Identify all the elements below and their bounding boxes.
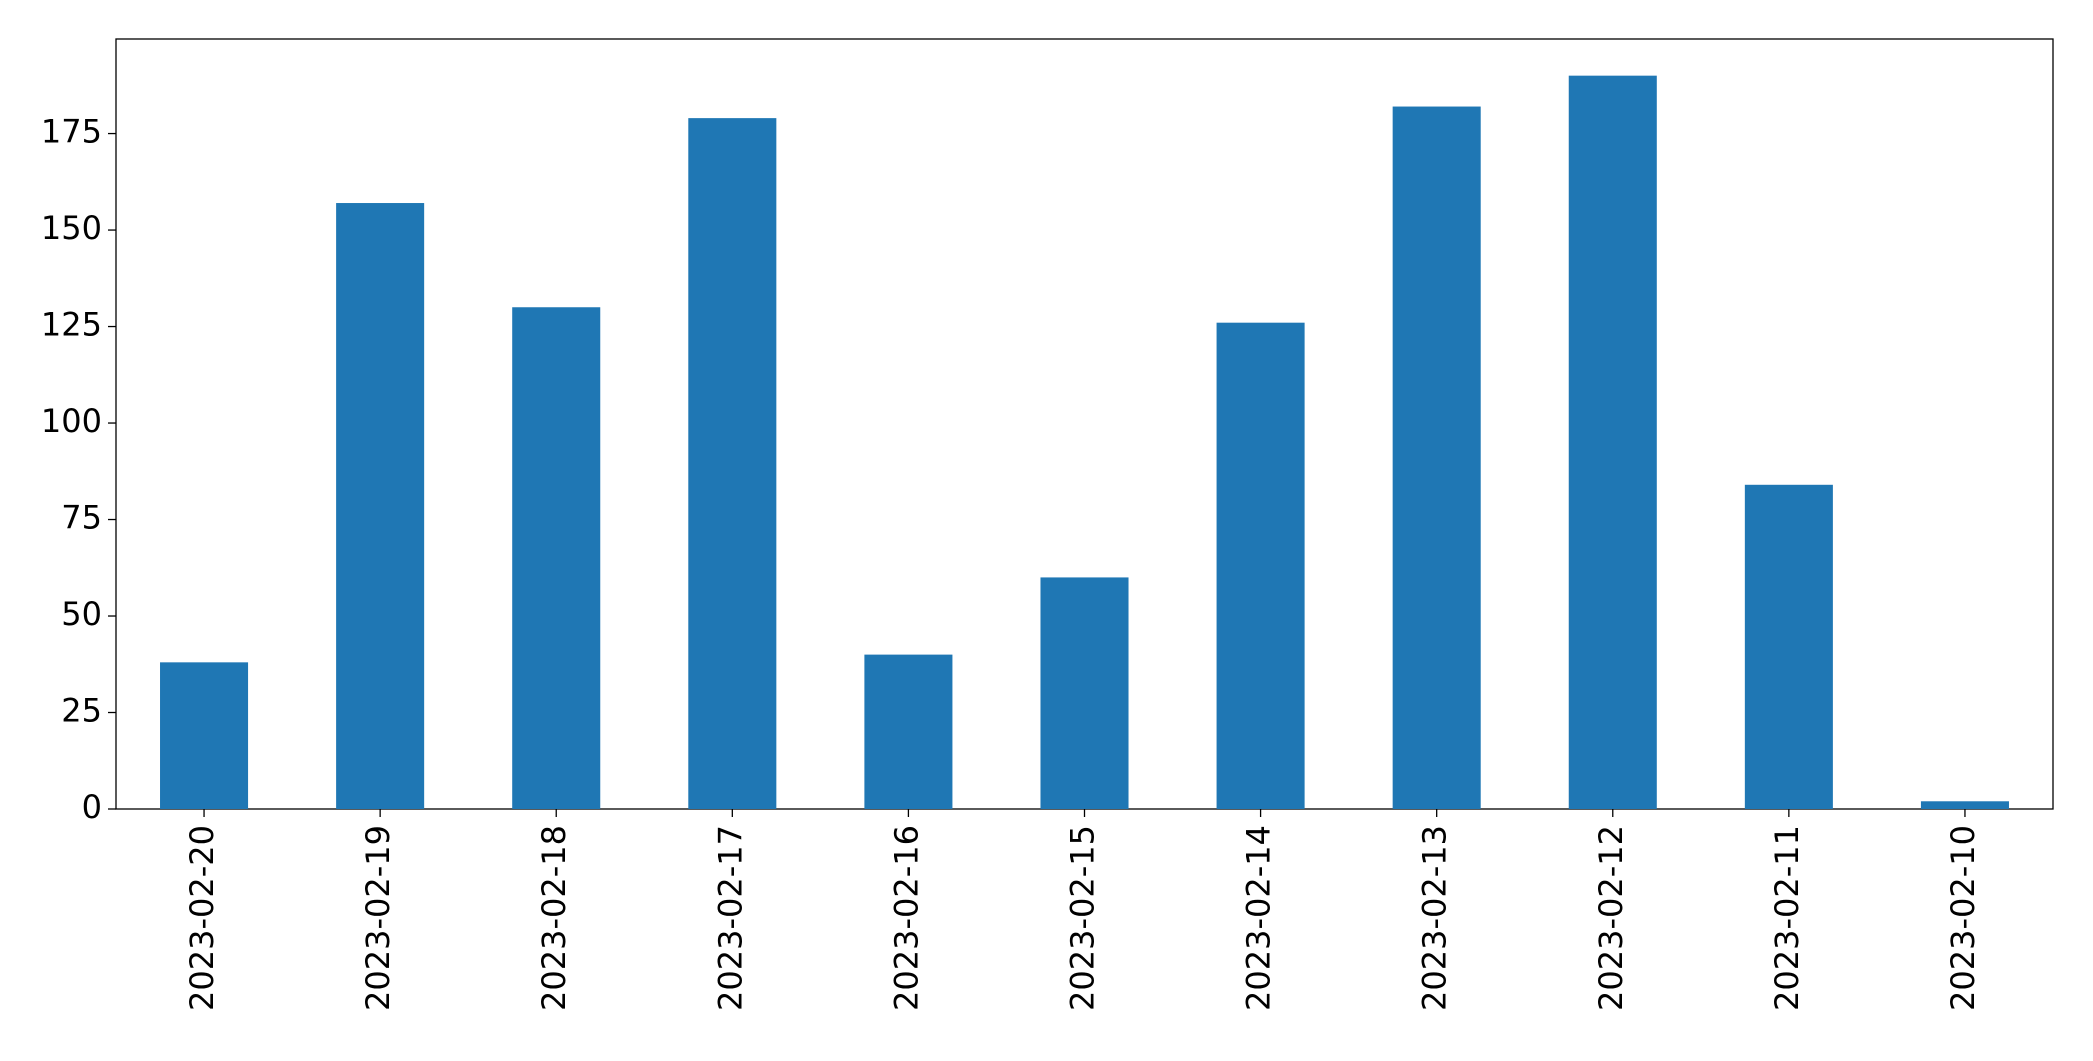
bar: [688, 118, 777, 810]
bar: [336, 203, 425, 809]
x-tick-label: 2023-02-13: [1416, 825, 1454, 1011]
x-tick-label: 2023-02-14: [1240, 825, 1278, 1011]
y-tick-label: 100: [41, 402, 102, 440]
y-tick-label: 150: [41, 209, 102, 247]
x-tick-label: 2023-02-18: [535, 825, 573, 1011]
bar: [160, 662, 249, 809]
bar: [1920, 801, 2009, 809]
x-tick-label: 2023-02-17: [711, 825, 749, 1011]
y-tick-label: 75: [61, 499, 102, 537]
x-tick-label: 2023-02-11: [1768, 825, 1806, 1011]
y-tick-label: 50: [61, 595, 102, 633]
y-tick-label: 25: [61, 692, 102, 730]
bar: [1392, 106, 1481, 809]
bar: [512, 307, 601, 809]
bar: [1744, 484, 1833, 809]
bar: [1568, 75, 1657, 809]
x-tick-label: 2023-02-10: [1944, 825, 1982, 1011]
y-tick-label: 0: [82, 788, 102, 826]
bar: [864, 654, 953, 809]
x-tick-label: 2023-02-16: [887, 825, 925, 1011]
y-tick-label: 175: [41, 113, 102, 151]
x-tick-label: 2023-02-19: [359, 825, 397, 1011]
x-tick-label: 2023-02-12: [1592, 825, 1630, 1011]
x-tick-label: 2023-02-20: [183, 825, 221, 1011]
bar: [1040, 577, 1129, 809]
bar: [1216, 322, 1305, 809]
x-tick-label: 2023-02-15: [1064, 825, 1102, 1011]
y-tick-label: 125: [41, 306, 102, 344]
